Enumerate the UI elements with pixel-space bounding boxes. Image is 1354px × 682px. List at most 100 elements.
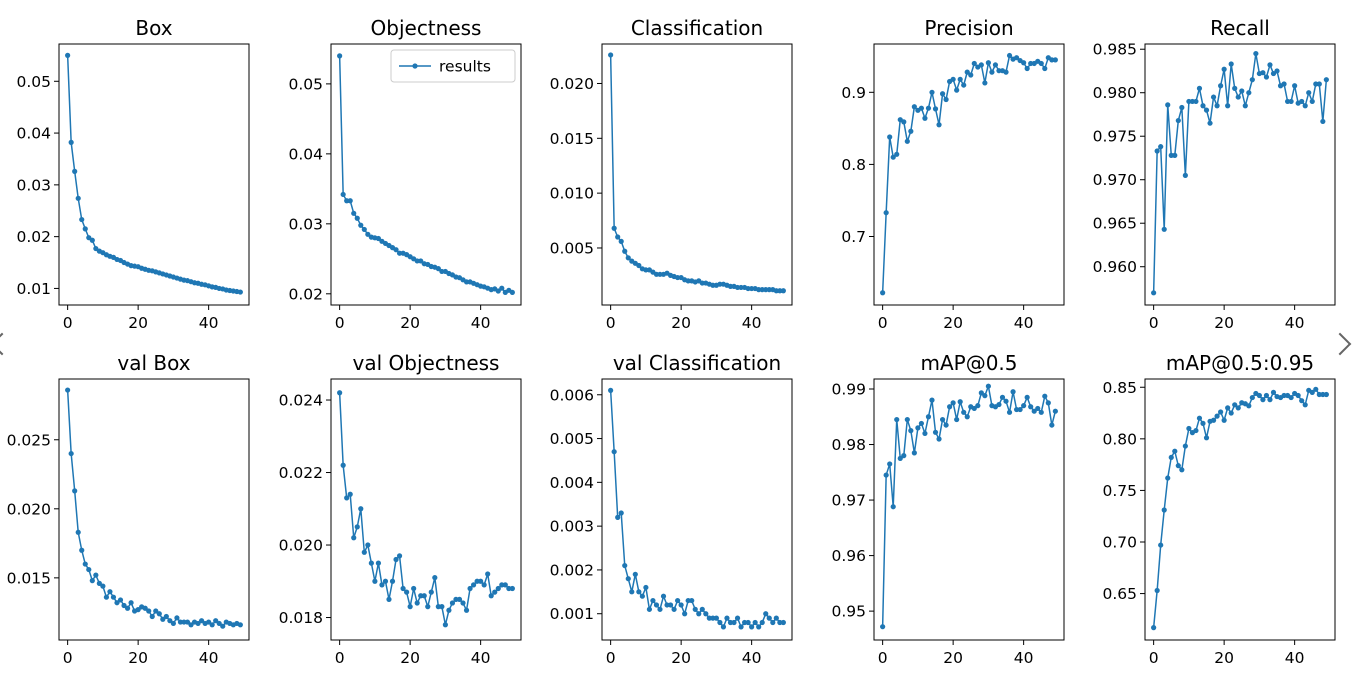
data-point — [428, 589, 434, 595]
data-point — [1235, 94, 1241, 100]
chart-title: Box — [135, 16, 172, 40]
data-point — [943, 96, 949, 103]
data-point — [1292, 83, 1298, 89]
data-point — [904, 138, 910, 144]
axes-frame — [601, 43, 793, 306]
data-point — [759, 619, 765, 626]
x-tick-label: 40 — [742, 314, 762, 332]
data-point — [1158, 542, 1164, 548]
y-tick-label: 0.015 — [7, 569, 51, 587]
data-point — [375, 235, 382, 242]
data-point — [982, 80, 988, 86]
series-line — [338, 55, 513, 294]
data-point — [1246, 90, 1252, 96]
data-point — [365, 231, 371, 237]
data-point — [1288, 98, 1294, 105]
y-tick-label: 0.018 — [279, 609, 323, 627]
data-point — [773, 615, 779, 621]
data-point — [449, 600, 456, 606]
data-point — [351, 210, 357, 216]
data-point — [904, 416, 910, 423]
data-point — [964, 69, 970, 75]
x-tick-label: 0 — [335, 649, 345, 667]
data-point — [618, 238, 624, 244]
y-tick-label: 0.020 — [550, 75, 594, 93]
data-point — [170, 620, 176, 627]
data-point — [978, 390, 984, 396]
data-point — [922, 430, 928, 437]
data-point — [400, 585, 406, 592]
data-point — [1299, 98, 1305, 105]
data-point — [1151, 290, 1157, 296]
data-point — [745, 619, 751, 626]
data-point — [724, 615, 730, 621]
data-point — [1175, 117, 1181, 124]
subplot-map-0-5-0-95: mAP@0.5:0.95 0 20 40 0.65 0.70 0.75 0.80 0.85 — [1102, 351, 1336, 667]
chart-title: val Classification — [613, 351, 781, 375]
data-point — [1225, 103, 1231, 109]
data-point — [72, 168, 78, 174]
data-point — [146, 608, 152, 614]
data-point — [947, 404, 953, 410]
data-point — [100, 583, 106, 589]
data-point — [414, 600, 420, 606]
data-point — [1024, 65, 1030, 72]
data-point — [354, 215, 360, 221]
data-point — [149, 613, 155, 620]
data-point — [79, 547, 85, 553]
data-point — [887, 134, 893, 140]
data-point — [1151, 625, 1157, 631]
data-point — [103, 594, 110, 600]
legend: results — [390, 49, 516, 83]
data-point — [1031, 408, 1037, 414]
y-tick-label: 0.001 — [550, 605, 594, 623]
data-point — [361, 226, 367, 233]
data-point — [1006, 52, 1013, 59]
data-point — [1006, 409, 1013, 415]
data-point — [344, 495, 350, 501]
data-point — [121, 602, 127, 609]
data-point — [964, 414, 970, 420]
data-point — [167, 618, 173, 624]
x-tick-label: 0 — [1149, 649, 1159, 667]
data-point — [351, 535, 357, 541]
data-point — [65, 387, 71, 393]
data-point — [925, 414, 932, 420]
data-point — [114, 600, 120, 606]
x-tick-label: 40 — [471, 314, 491, 332]
data-point — [717, 619, 723, 626]
data-point — [915, 425, 921, 431]
y-tick-label: 0.96 — [831, 547, 866, 565]
chart-title: Objectness — [371, 16, 482, 40]
data-point — [1263, 392, 1270, 399]
data-point — [1239, 88, 1245, 94]
series-line — [66, 390, 241, 628]
x-tick-label: 20 — [1214, 649, 1234, 667]
data-point — [968, 72, 974, 78]
axes-frame — [1144, 43, 1336, 306]
data-point — [901, 453, 907, 459]
data-point — [957, 76, 963, 82]
data-point — [922, 115, 928, 121]
data-point — [985, 383, 991, 389]
data-point — [1035, 405, 1041, 412]
data-point — [75, 529, 81, 535]
data-point — [65, 52, 71, 58]
data-point — [1225, 405, 1231, 411]
data-point — [1323, 77, 1329, 83]
y-tick-label: 0.85 — [1102, 379, 1137, 397]
data-point — [703, 611, 709, 617]
data-point — [389, 578, 396, 584]
data-point — [1038, 409, 1044, 415]
data-point — [625, 576, 631, 582]
data-point — [1179, 104, 1185, 111]
data-point — [379, 582, 385, 588]
data-point — [1045, 400, 1051, 406]
data-point — [1221, 417, 1227, 423]
data-point — [943, 422, 949, 428]
data-point — [1013, 55, 1020, 61]
data-point — [1249, 77, 1255, 83]
data-point — [361, 549, 367, 555]
data-point — [646, 606, 653, 612]
